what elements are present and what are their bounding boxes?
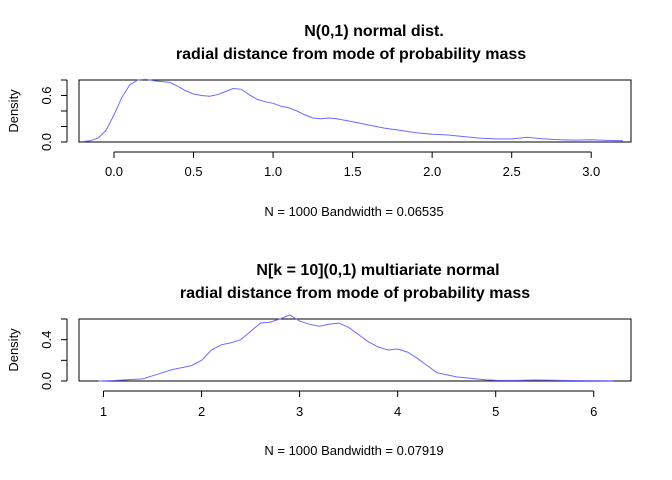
p2-x-tick-label: 5 — [492, 404, 499, 419]
panel-2-density-line — [98, 314, 614, 382]
panel-1-density-line — [82, 78, 624, 143]
p2-x-tick-label: 2 — [198, 404, 205, 419]
panel-1-x-axis: 0.0 0.5 1.0 1.5 2.0 2.5 3.0 — [105, 151, 600, 179]
panel-1-y-axis-label: Density — [6, 89, 21, 133]
panel-2-y-axis: 0.0 0.4 — [39, 318, 68, 390]
panel-1-x-axis-label: N = 1000 Bandwidth = 0.06535 — [264, 204, 443, 219]
panel-2-x-axis-label: N = 1000 Bandwidth = 0.07919 — [264, 443, 443, 458]
p1-y-tick-label: 0.6 — [39, 86, 54, 104]
p1-x-tick-label: 3.0 — [582, 164, 600, 179]
panel-2-title: N[k = 10](0,1) multiariate normal — [256, 262, 499, 279]
p1-y-tick-label: 0.0 — [39, 133, 54, 151]
p1-x-tick-label: 0.0 — [105, 164, 123, 179]
p2-x-tick-label: 6 — [590, 404, 597, 419]
p1-x-tick-label: 1.5 — [344, 164, 362, 179]
p2-x-tick-label: 4 — [394, 404, 401, 419]
panel-2-y-axis-label: Density — [6, 328, 21, 372]
panel-1-subtitle: radial distance from mode of probability… — [176, 46, 526, 63]
panel-2-subtitle: radial distance from mode of probability… — [180, 285, 530, 302]
panel-2-plot-frame — [78, 318, 632, 382]
p2-y-tick-label: 0.0 — [39, 372, 54, 390]
p2-x-tick-label: 1 — [100, 404, 107, 419]
p2-y-tick-label: 0.4 — [39, 331, 54, 349]
p1-x-tick-label: 2.5 — [503, 164, 521, 179]
panel-1-y-axis: 0.0 0.6 — [39, 79, 68, 151]
panel-1: N(0,1) normal dist. radial distance from… — [6, 23, 632, 219]
panel-2: N[k = 10](0,1) multiariate normal radial… — [6, 262, 632, 458]
p1-x-tick-label: 1.0 — [264, 164, 282, 179]
p1-x-tick-label: 0.5 — [184, 164, 202, 179]
panel-1-plot-frame — [78, 79, 632, 143]
p1-x-tick-label: 2.0 — [423, 164, 441, 179]
panel-2-x-axis: 1 2 3 4 5 6 — [100, 390, 597, 419]
panel-1-title: N(0,1) normal dist. — [304, 23, 444, 40]
p2-x-tick-label: 3 — [296, 404, 303, 419]
